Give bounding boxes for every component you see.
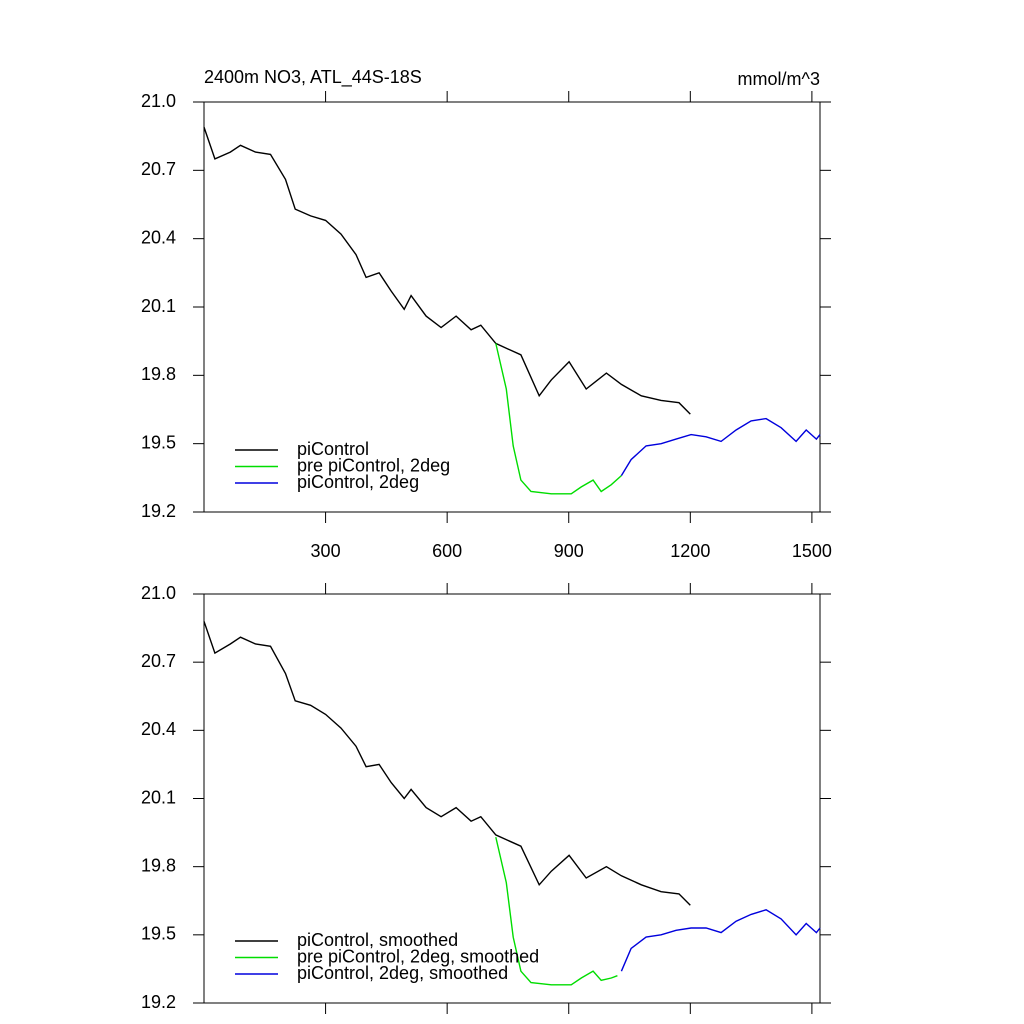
y-tick-label: 20.1: [141, 787, 176, 807]
chart-title: 2400m NO3, ATL_44S-18S: [204, 67, 422, 88]
x-tick-label: 1500: [792, 541, 832, 561]
series-line: [495, 836, 618, 986]
series-line: [620, 417, 821, 476]
y-tick-label: 21.0: [141, 91, 176, 111]
y-tick-label: 19.5: [141, 924, 176, 944]
series-line: [620, 909, 821, 972]
y-tick-label: 21.0: [141, 583, 176, 603]
y-tick-label: 20.7: [141, 651, 176, 671]
x-tick-label: 300: [311, 541, 341, 561]
y-tick-label: 20.1: [141, 296, 176, 316]
legend-label: piControl, 2deg, smoothed: [297, 963, 508, 983]
legend-label: piControl, 2deg: [297, 472, 419, 492]
series-line: [203, 621, 691, 906]
series-line: [495, 343, 622, 495]
y-tick-label: 19.8: [141, 855, 176, 875]
y-tick-label: 19.8: [141, 364, 176, 384]
y-tick-label: 19.5: [141, 432, 176, 452]
y-tick-label: 20.4: [141, 719, 176, 739]
y-tick-label: 20.4: [141, 227, 176, 247]
units-label: mmol/m^3: [738, 69, 820, 89]
legend-label: piControl, smoothed: [297, 930, 458, 950]
legend-label: piControl: [297, 439, 369, 459]
y-tick-label: 19.2: [141, 501, 176, 521]
x-tick-label: 900: [554, 541, 584, 561]
x-tick-label: 600: [432, 541, 462, 561]
legend-label: pre piControl, 2deg, smoothed: [297, 946, 539, 966]
y-tick-label: 20.7: [141, 159, 176, 179]
legend-label: pre piControl, 2deg: [297, 455, 450, 475]
y-tick-label: 19.2: [141, 992, 176, 1012]
x-tick-label: 1200: [670, 541, 710, 561]
series-line: [203, 126, 691, 415]
